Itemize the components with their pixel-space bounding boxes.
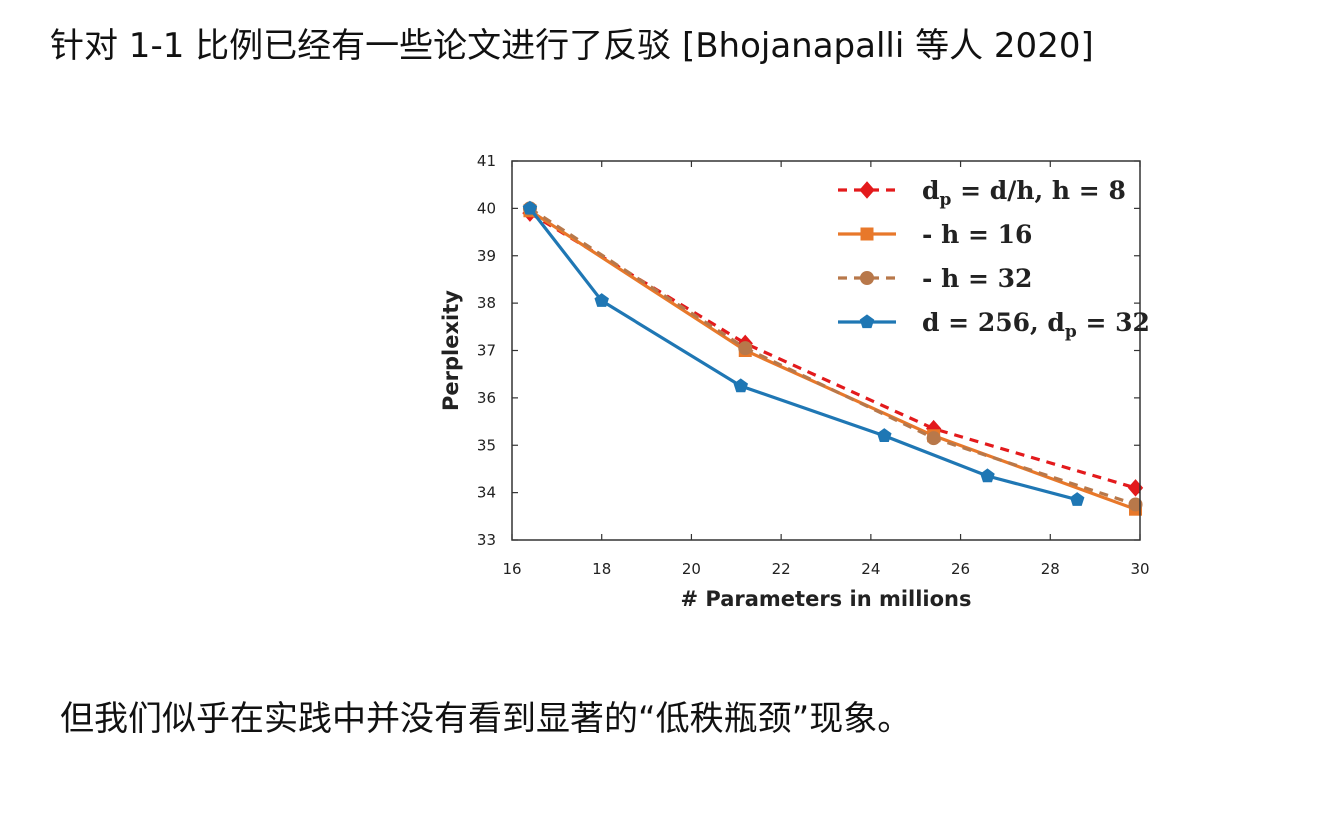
series-2-point (926, 431, 941, 446)
series-2-point (1128, 497, 1143, 512)
x-axis-label: # Parameters in millions (680, 587, 971, 611)
series-0 (522, 204, 1144, 497)
legend-swatch-marker (859, 314, 875, 329)
series-line-1 (529, 209, 1137, 511)
legend-swatch-marker (860, 271, 874, 285)
y-tick-label: 36 (477, 389, 496, 407)
legend-label: - h = 32 (922, 264, 1032, 293)
legend-swatch-marker (859, 181, 875, 199)
x-tick-label: 28 (1041, 560, 1060, 578)
series-3-point (733, 378, 749, 393)
axis-ticks: 16 18 20 22 24 26 28 30 33 34 35 36 37 38 39 40 41 (477, 152, 1150, 578)
y-tick-label: 35 (477, 436, 496, 454)
legend-entry-0: dp = d/h, h = 8 (838, 176, 1126, 210)
series-line-3 (528, 207, 1078, 502)
y-axis-label: Perplexity (439, 290, 463, 411)
legend-swatch-marker (860, 227, 874, 241)
x-tick-label: 16 (502, 560, 521, 578)
y-tick-label: 34 (477, 484, 496, 502)
series-line-2 (529, 207, 1137, 507)
series-line-0 (529, 211, 1136, 490)
series-3-point (594, 293, 609, 307)
chart-series (522, 200, 1144, 516)
series-3 (522, 200, 1085, 506)
legend-label: d = 256, dp = 32 (922, 308, 1150, 342)
x-tick-label: 18 (592, 560, 611, 578)
x-tick-label: 26 (951, 560, 970, 578)
chart-legend: dp = d/h, h = 8 - h = 16 - h = 32 d = 256, … (838, 176, 1150, 342)
series-3-point (980, 468, 995, 483)
series-1 (523, 204, 1143, 516)
perplexity-chart: 16 18 20 22 24 26 28 30 33 34 35 36 37 38 39 40 41 Perpl… (439, 152, 1150, 611)
series-2 (522, 201, 1143, 512)
plot-frame (511, 160, 1141, 541)
x-tick-label: 22 (772, 560, 791, 578)
top-caption: 针对 1-1 比例已经有一些论文进行了反驳 [Bhojanapalli 等人 2… (50, 26, 1094, 66)
legend-entry-1: - h = 16 (838, 220, 1032, 249)
series-3-point (522, 200, 538, 215)
series-3-point (1069, 492, 1085, 506)
series-2-point (738, 341, 753, 356)
legend-label: dp = d/h, h = 8 (922, 176, 1126, 210)
series-3-point (877, 428, 892, 442)
y-tick-label: 40 (477, 199, 496, 217)
x-tick-label: 20 (682, 560, 701, 578)
legend-entry-3: d = 256, dp = 32 (838, 308, 1150, 342)
legend-entry-2: - h = 32 (838, 264, 1032, 293)
y-tick-label: 38 (477, 294, 496, 312)
y-tick-label: 33 (477, 531, 496, 549)
x-tick-label: 30 (1130, 560, 1149, 578)
y-tick-label: 41 (477, 152, 496, 170)
legend-label: - h = 16 (922, 220, 1032, 249)
x-tick-label: 24 (861, 560, 880, 578)
y-tick-label: 39 (477, 247, 496, 265)
bottom-caption: 但我们似乎在实践中并没有看到显著的“低秩瓶颈”现象。 (60, 699, 912, 739)
y-tick-label: 37 (477, 342, 496, 360)
